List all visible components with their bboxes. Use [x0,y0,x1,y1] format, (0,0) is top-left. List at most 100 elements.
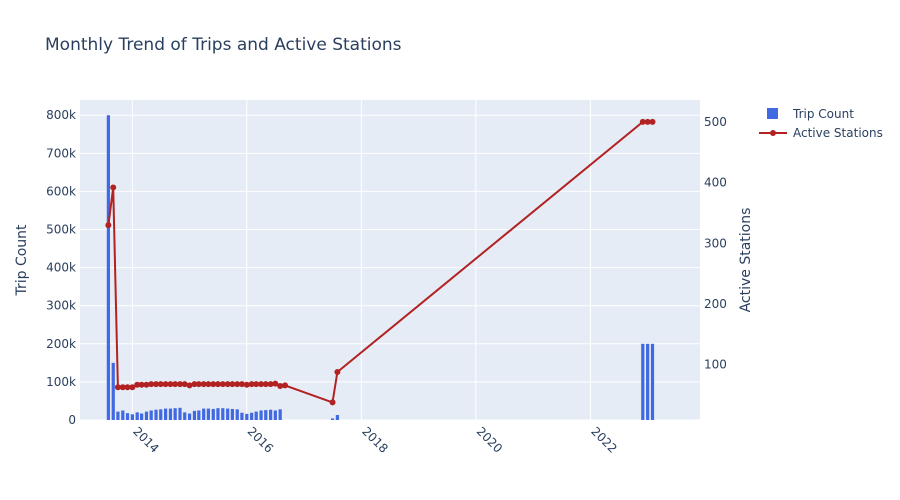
point-active-stations [649,118,656,125]
point-active-stations [258,381,265,388]
bar-trip-count [135,412,139,420]
point-active-stations [214,381,221,388]
bar-trip-count [178,407,182,420]
bar-trip-count [125,413,130,420]
point-active-stations [200,381,207,388]
point-active-stations [262,381,269,388]
y-tick-label: 300k [46,299,76,313]
point-active-stations [105,222,112,229]
point-active-stations [219,381,226,388]
bar-trip-count [230,408,234,420]
point-active-stations [195,381,202,388]
y-tick-label: 100k [46,375,76,389]
legend-trip-count-label: Trip Count [792,107,854,121]
point-active-stations [229,381,236,388]
y2-axis-title: Active Stations [738,208,754,313]
y2-tick-label: 300 [704,236,727,250]
point-active-stations [253,381,260,388]
bar-trip-count [221,408,225,420]
bar-trip-count [106,115,110,420]
x-tick-label: 2018 [359,424,390,455]
bar-trip-count [278,409,282,420]
point-active-stations [157,381,164,388]
point-active-stations [162,381,169,388]
bar-trip-count [259,410,263,420]
y-tick-label: 700k [46,146,76,160]
legend-active-stations-label: Active Stations [793,126,883,140]
point-active-stations [243,381,250,388]
bar-trip-count [202,408,206,420]
y-axis-title: Trip Count [14,224,30,297]
bar-trip-count [650,343,655,420]
point-active-stations [267,381,274,388]
point-active-stations [210,381,217,388]
legend-trip-count-swatch [767,108,778,119]
point-active-stations [181,381,188,388]
bar-trip-count [269,409,273,420]
bar-trip-count [216,408,220,420]
y2-tick-label: 200 [704,297,727,311]
legend[interactable]: Trip Count Active Stations [759,107,883,140]
x-tick-label: 2014 [130,424,161,455]
y-tick-label: 200k [46,337,76,351]
bar-trip-count [226,408,230,420]
point-active-stations [124,384,131,391]
bar-trip-count [130,414,134,420]
bar-trip-count [154,409,158,420]
point-active-stations [224,381,231,388]
bar-trip-count [183,412,187,420]
gridlines [80,100,700,421]
bar-trip-count [211,408,215,420]
bar-trip-count [273,410,277,420]
bar-trip-count [144,411,149,420]
bar-trip-count [168,408,173,420]
bar-trip-count [235,409,239,420]
bar-trip-count [163,408,168,420]
bar-trip-count [254,411,258,420]
y-tick-label: 600k [46,184,76,198]
bar-trip-count [187,413,192,420]
point-active-stations [134,381,141,388]
point-active-stations [143,381,150,388]
bar-trip-count [206,408,210,420]
bar-trip-count [330,418,335,420]
x-axis-ticks: 2014 2016 2018 2020 2022 [130,424,620,455]
bar-trip-count [245,413,249,420]
point-active-stations [177,381,184,388]
bar-trip-count [159,409,163,420]
y2-tick-label: 500 [704,115,727,129]
point-active-stations [282,382,289,389]
point-active-stations [248,381,255,388]
y-axis-ticks: 0 100k 200k 300k 400k 500k 600k 700k 800k [46,108,76,427]
point-active-stations [277,382,284,389]
bar-trip-count [140,413,144,420]
point-active-stations [138,381,145,388]
point-active-stations [191,381,198,388]
point-active-stations [172,381,179,388]
point-active-stations [148,381,155,388]
point-active-stations [329,399,336,406]
bar-trip-count [335,415,340,420]
plot-background [80,100,700,420]
bar-trip-count [646,343,650,420]
bar-trip-count [111,362,115,420]
bar-trip-count [149,410,153,420]
bar-trip-count [197,410,201,420]
bar-trip-count [641,343,645,420]
point-active-stations [639,118,646,125]
point-active-stations [114,384,121,391]
chart-title: Monthly Trend of Trips and Active Statio… [45,35,402,55]
point-active-stations [205,381,212,388]
point-active-stations [238,381,245,388]
point-active-stations [234,381,241,388]
bar-trip-count [121,410,125,420]
x-tick-label: 2022 [588,424,619,455]
point-active-stations [186,382,193,389]
point-active-stations [167,381,174,388]
legend-active-stations-marker [770,130,776,136]
y-tick-label: 400k [46,261,76,275]
bar-trip-count [250,412,254,420]
y2-tick-label: 100 [704,358,727,372]
active-stations-line [105,118,656,406]
